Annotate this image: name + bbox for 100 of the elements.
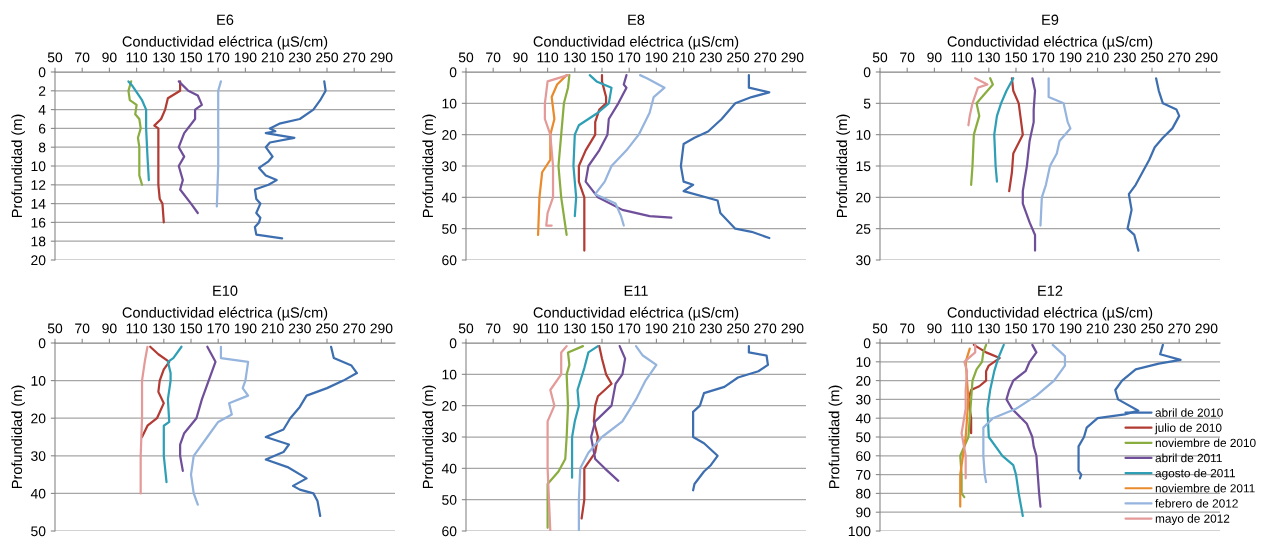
x-tick-label: 210 (261, 323, 284, 334)
line-series (967, 343, 1001, 435)
legend-label: febrero de 2012 (1155, 498, 1238, 508)
x-tick-label: 150 (180, 52, 203, 63)
x-axis-title: Conductividad eléctrica (µS/cm) (122, 35, 328, 50)
x-tick-label: 50 (872, 52, 888, 63)
y-tick-label: 20 (856, 192, 871, 203)
y-tick-label: 40 (441, 192, 457, 203)
line-series (127, 80, 150, 182)
x-tick-label: 70 (486, 52, 501, 63)
line-series (580, 345, 613, 520)
x-tick-label: 290 (781, 323, 804, 334)
line-series (215, 80, 223, 208)
x-tick-label: 290 (781, 52, 804, 63)
x-axis-title: Conductividad eléctrica (µS/cm) (947, 306, 1153, 321)
chart-title: E9 (1042, 14, 1059, 25)
line-series (546, 345, 568, 531)
y-tick-label: 15 (856, 161, 871, 172)
x-tick-label: 70 (75, 323, 90, 334)
x-tick-label: 190 (645, 323, 668, 334)
y-tick-label: 70 (856, 469, 871, 480)
x-tick-label: 150 (180, 323, 203, 334)
x-tick-label: 170 (207, 323, 230, 334)
x-tick-label: 90 (513, 323, 528, 334)
line-series (1039, 77, 1072, 227)
y-tick-label: 20 (442, 401, 457, 411)
y-tick-label: 10 (442, 369, 457, 380)
y-tick-label: 30 (856, 255, 871, 266)
y-tick-label: 50 (442, 224, 457, 234)
y-tick-label: 60 (856, 451, 871, 461)
y-tick-label: 12 (31, 180, 46, 190)
x-tick-label: 90 (102, 52, 117, 63)
x-tick-label: 210 (1086, 323, 1109, 334)
y-axis-title: Profundidad (m) (11, 385, 25, 489)
y-tick-label: 5 (863, 98, 871, 109)
y-tick-label: 30 (442, 432, 457, 443)
y-tick-label: 30 (31, 451, 46, 461)
legend-label: abril de 2010 (1155, 408, 1223, 417)
line-series (127, 80, 144, 186)
line-series (546, 345, 585, 529)
y-tick-label: 10 (856, 130, 871, 140)
x-tick-label: 290 (370, 52, 393, 63)
y-tick-label: 0 (863, 338, 871, 349)
x-tick-label: 190 (1059, 323, 1082, 334)
y-tick-label: 0 (863, 67, 871, 78)
legend-label: agosto de 2011 (1155, 468, 1235, 480)
x-tick-label: 50 (47, 323, 63, 334)
y-axis-title: Profundidad (m) (836, 114, 850, 218)
x-tick-label: 70 (900, 52, 915, 63)
y-tick-label: 60 (442, 526, 457, 537)
line-series (982, 343, 1067, 484)
y-tick-label: 0 (38, 67, 46, 78)
y-tick-label: 80 (856, 488, 871, 499)
x-tick-label: 130 (564, 52, 586, 63)
x-tick-label: 170 (618, 52, 641, 63)
x-tick-label: 130 (153, 323, 175, 334)
y-tick-label: 16 (31, 217, 46, 228)
y-tick-label: 0 (449, 67, 457, 78)
x-tick-label: 230 (1113, 52, 1136, 63)
y-tick-label: 0 (38, 338, 46, 349)
legend-label: abril de 2011 (1155, 453, 1222, 463)
x-tick-label: 150 (1005, 52, 1028, 63)
x-axis-title: Conductividad eléctrica (µS/cm) (533, 306, 739, 321)
x-tick-label: 270 (1168, 52, 1191, 63)
x-tick-label: 110 (537, 52, 559, 63)
line-series (1126, 77, 1181, 252)
x-tick-label: 270 (1168, 323, 1191, 334)
x-tick-label: 250 (727, 323, 750, 334)
x-tick-label: 170 (1032, 52, 1055, 63)
x-tick-label: 190 (645, 52, 668, 63)
line-series (692, 345, 770, 492)
x-tick-label: 50 (47, 52, 63, 63)
x-tick-label: 230 (288, 323, 311, 334)
x-tick-label: 50 (458, 52, 474, 63)
x-tick-label: 290 (1195, 52, 1218, 63)
y-tick-label: 90 (856, 507, 871, 518)
line-series (577, 74, 608, 252)
line-series (557, 74, 571, 237)
y-axis-title: Profundidad (m) (11, 114, 25, 218)
line-series (189, 345, 250, 506)
x-tick-label: 250 (1141, 52, 1164, 63)
y-tick-label: 10 (856, 357, 871, 367)
y-tick-label: 14 (31, 199, 46, 209)
legend-label: mayo de 2012 (1155, 514, 1230, 526)
line-series (679, 74, 771, 240)
chart-title: E10 (213, 285, 238, 296)
x-axis-title: Conductividad eléctrica (µS/cm) (533, 35, 739, 50)
chart-title: E12 (1038, 285, 1063, 296)
line-series (594, 74, 666, 227)
y-tick-label: 100 (848, 526, 871, 537)
legend-label: noviembre de 2010 (1155, 438, 1256, 448)
line-series (572, 74, 613, 218)
y-tick-label: 60 (442, 255, 457, 266)
x-tick-label: 250 (1141, 323, 1164, 334)
x-tick-label: 270 (343, 52, 366, 63)
x-tick-label: 170 (618, 323, 641, 334)
line-series (139, 345, 149, 495)
x-tick-label: 130 (978, 52, 1000, 63)
y-tick-label: 20 (31, 413, 46, 424)
chart-title: E8 (628, 14, 645, 25)
